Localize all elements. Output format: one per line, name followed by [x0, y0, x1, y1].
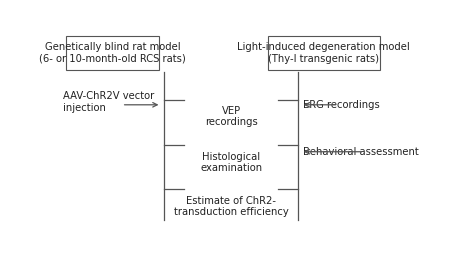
Text: VEP
recordings: VEP recordings — [205, 106, 257, 127]
Text: ERG recordings: ERG recordings — [303, 100, 380, 110]
Text: AAV-ChR2V vector
injection: AAV-ChR2V vector injection — [63, 91, 154, 113]
FancyBboxPatch shape — [66, 36, 159, 70]
Text: Histological
examination: Histological examination — [200, 152, 262, 173]
Text: Genetically blind rat model
(6- or 10-month-old RCS rats): Genetically blind rat model (6- or 10-mo… — [39, 42, 186, 64]
Text: Estimate of ChR2-
transduction efficiency: Estimate of ChR2- transduction efficienc… — [174, 196, 289, 217]
Text: Light-induced degeneration model
(Thy-I transgenic rats): Light-induced degeneration model (Thy-I … — [237, 42, 410, 64]
Text: Behavioral assessment: Behavioral assessment — [303, 147, 419, 157]
FancyBboxPatch shape — [268, 36, 380, 70]
